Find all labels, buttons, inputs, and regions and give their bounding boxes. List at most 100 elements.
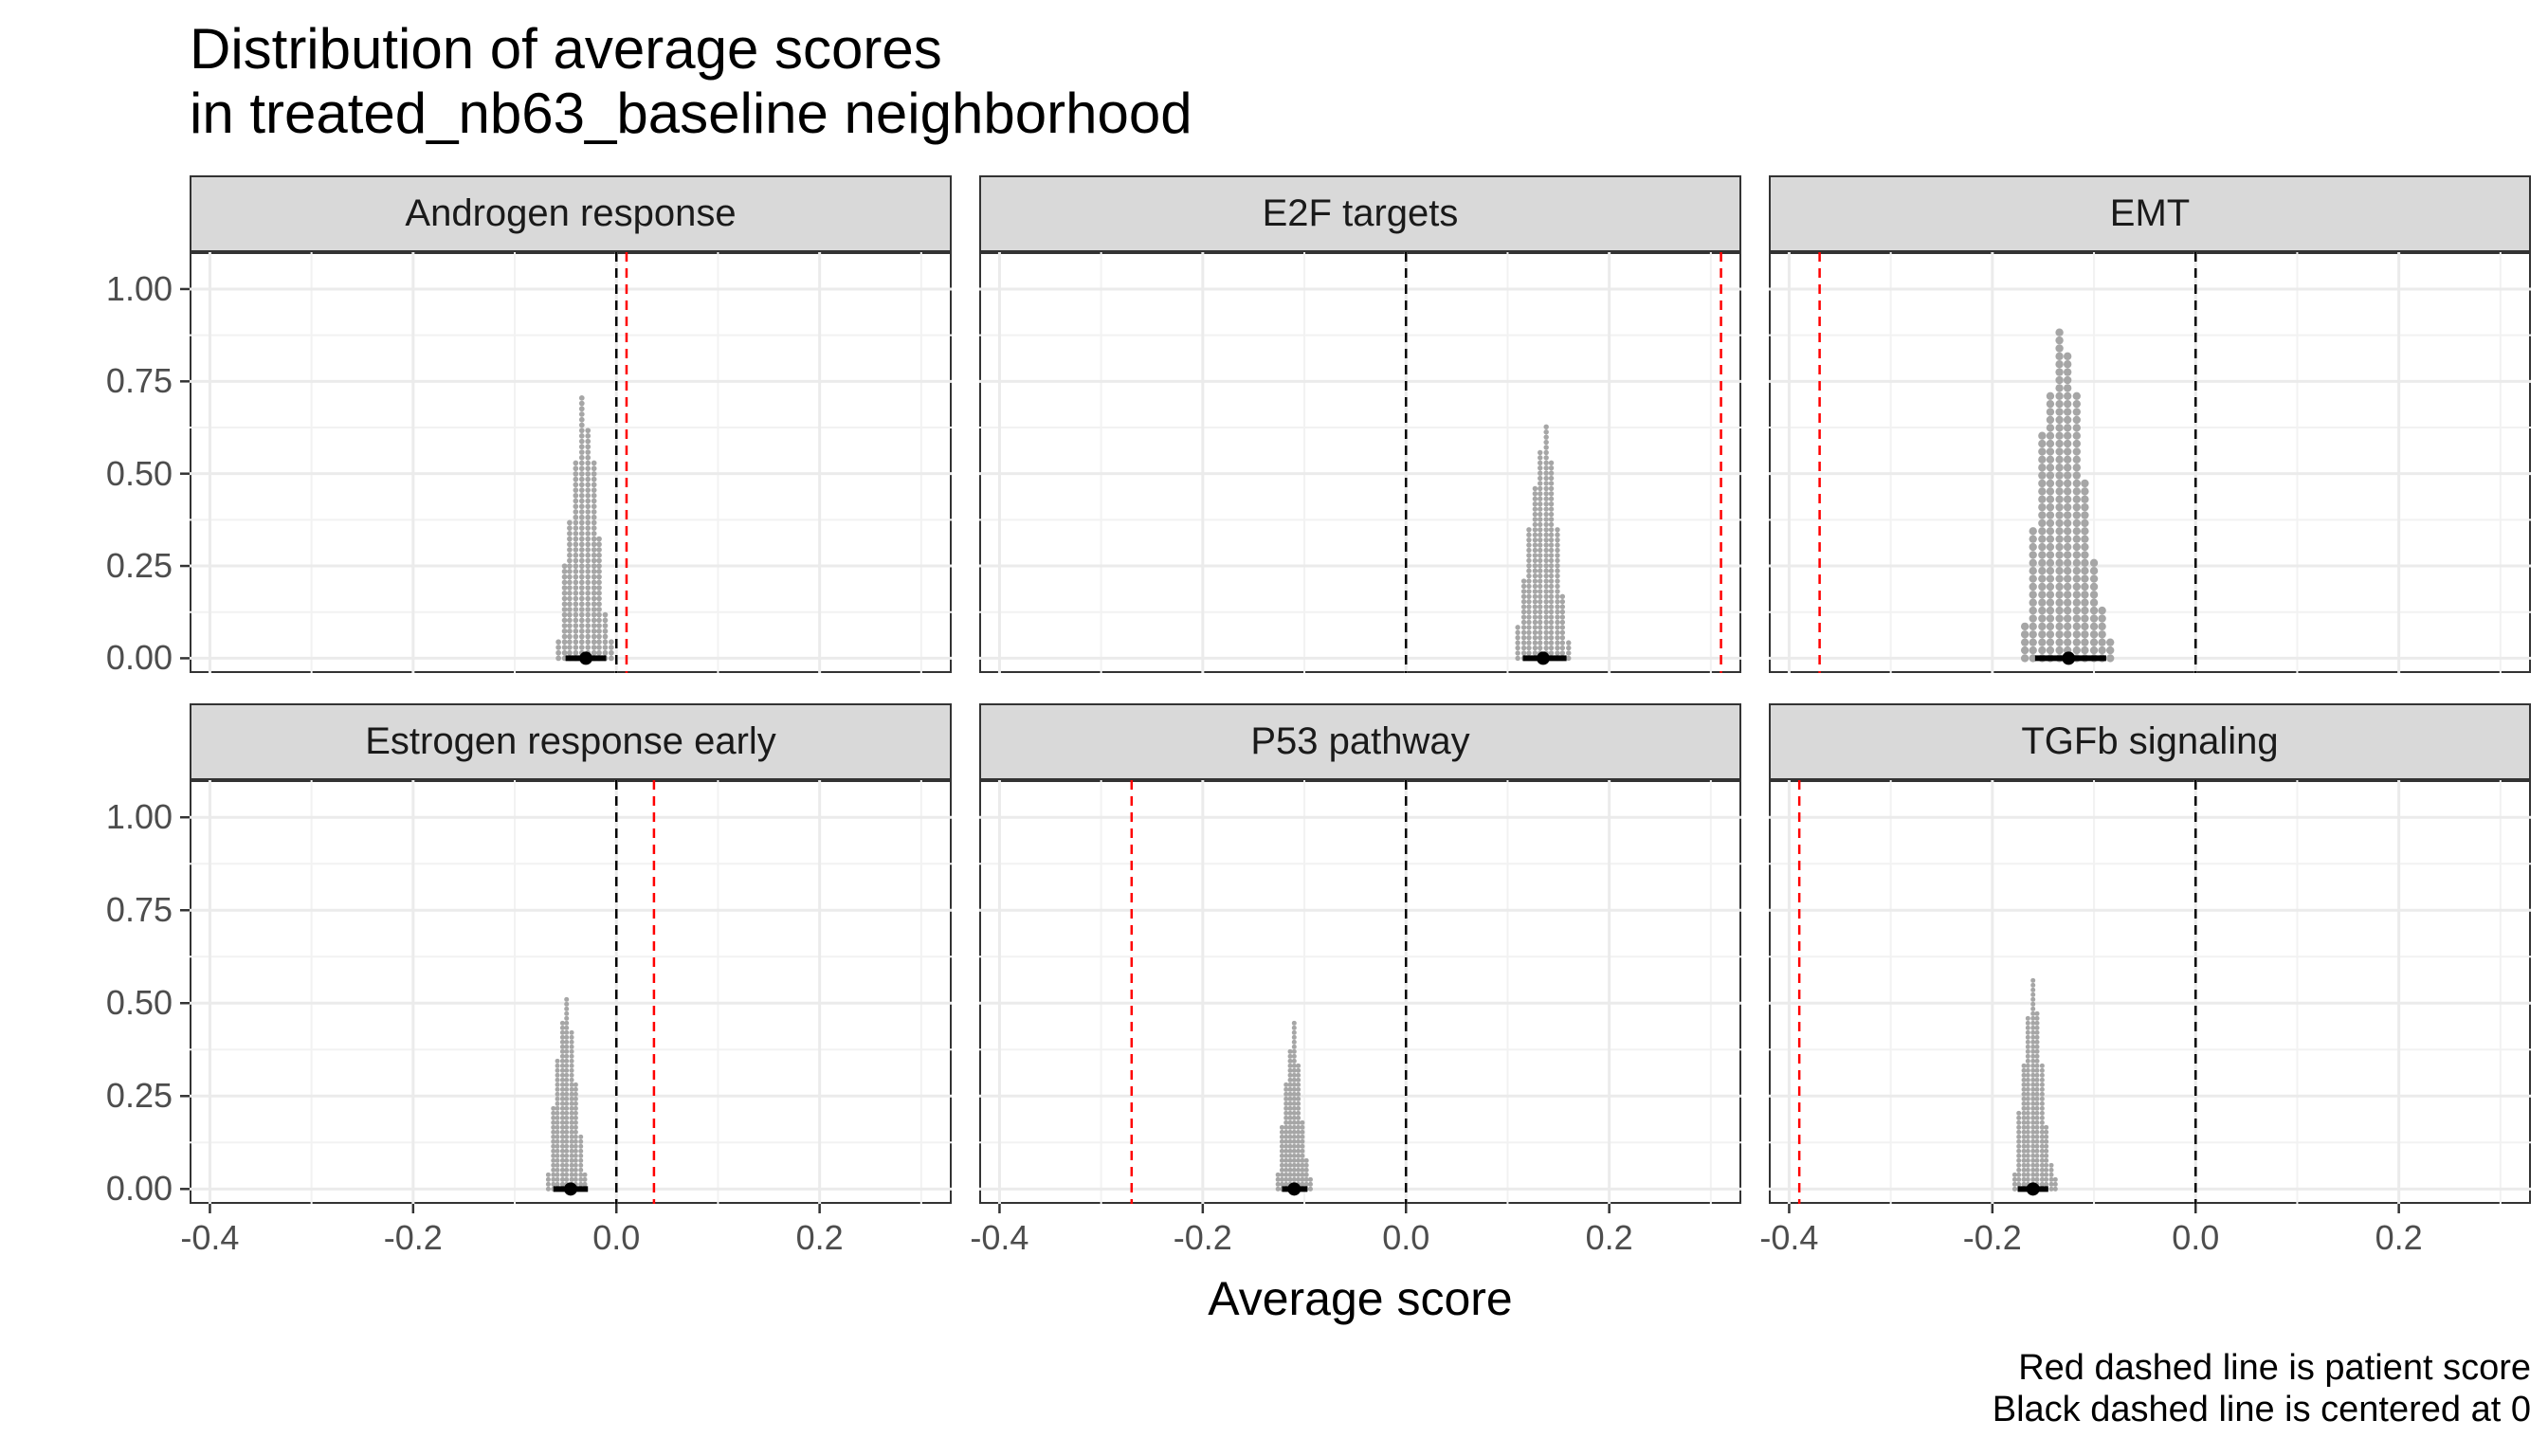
data-dot-estrogen-response-early <box>559 1105 565 1111</box>
data-dot-estrogen-response-early <box>555 1162 560 1168</box>
data-dot-estrogen-response-early <box>564 1110 570 1116</box>
data-dot-emt <box>2081 527 2089 536</box>
data-dot-estrogen-response-early <box>559 1176 565 1182</box>
data-dot-e2f-targets <box>1520 583 1527 590</box>
data-dot-androgen-response <box>585 628 592 634</box>
data-dot-androgen-response <box>573 617 579 624</box>
data-dot-tgfb-signaling <box>2039 1157 2045 1163</box>
data-dot-estrogen-response-early <box>569 1167 574 1173</box>
data-dot-androgen-response <box>596 590 602 596</box>
data-dot-e2f-targets <box>1548 500 1555 507</box>
data-dot-e2f-targets <box>1543 573 1549 579</box>
data-dot-emt <box>2029 646 2037 655</box>
data-dot-p53-pathway <box>1283 1138 1289 1144</box>
data-dot-p53-pathway <box>1279 1167 1284 1173</box>
data-dot-tgfb-signaling <box>2034 1101 2040 1106</box>
data-dot-tgfb-signaling <box>2034 1067 2040 1073</box>
data-dot-p53-pathway <box>1296 1086 1301 1092</box>
data-dot-e2f-targets <box>1520 650 1527 656</box>
data-dot-estrogen-response-early <box>564 1167 570 1173</box>
data-dot-emt <box>2063 638 2072 646</box>
data-dot-emt <box>2038 495 2047 503</box>
data-dot-androgen-response <box>578 639 585 646</box>
data-dot-estrogen-response-early <box>578 1138 584 1144</box>
data-dot-emt <box>2063 431 2072 440</box>
data-dot-estrogen-response-early <box>555 1134 560 1139</box>
data-dot-tgfb-signaling <box>2030 1086 2036 1092</box>
data-dot-emt <box>2089 638 2099 646</box>
data-dot-androgen-response <box>567 601 573 608</box>
data-dot-androgen-response <box>567 585 573 591</box>
data-dot-emt <box>2063 519 2072 528</box>
data-dot-tgfb-signaling <box>2039 1138 2045 1144</box>
data-dot-e2f-targets <box>1532 609 1538 615</box>
data-dot-emt <box>2046 551 2055 559</box>
data-dot-emt <box>2038 551 2047 559</box>
data-dot-emt <box>2055 384 2064 392</box>
data-dot-emt <box>2055 424 2064 432</box>
data-dot-estrogen-response-early <box>559 1072 565 1078</box>
data-dot-e2f-targets <box>1543 429 1549 435</box>
data-dot-p53-pathway <box>1279 1143 1284 1149</box>
x-tick-label: 0.2 <box>1585 1218 1633 1257</box>
data-dot-estrogen-response-early <box>564 1015 570 1021</box>
data-dot-p53-pathway <box>1296 1172 1301 1177</box>
data-dot-emt <box>2046 424 2055 432</box>
data-dot-estrogen-response-early <box>569 1039 574 1045</box>
data-dot-emt <box>2055 614 2064 623</box>
data-dot-androgen-response <box>585 645 592 650</box>
data-dot-emt <box>2072 408 2082 416</box>
data-dot-tgfb-signaling <box>2030 1101 2036 1106</box>
data-dot-estrogen-response-early <box>559 1077 565 1083</box>
data-dot-androgen-response <box>585 552 592 558</box>
data-dot-estrogen-response-early <box>564 1072 570 1078</box>
data-dot-p53-pathway <box>1291 1143 1297 1149</box>
data-dot-e2f-targets <box>1548 470 1555 476</box>
facet-panel-emt <box>1769 252 2531 673</box>
data-dot-p53-pathway <box>1283 1086 1289 1092</box>
data-dot-tgfb-signaling <box>2025 1034 2030 1040</box>
data-dot-emt <box>2038 622 2047 631</box>
data-dot-estrogen-response-early <box>551 1176 556 1182</box>
data-dot-emt <box>2063 408 2072 416</box>
data-dot-emt <box>2081 551 2089 559</box>
data-dot-p53-pathway <box>1291 1025 1297 1030</box>
data-dot-androgen-response <box>585 557 592 564</box>
data-dot-e2f-targets <box>1526 557 1532 564</box>
data-dot-tgfb-signaling <box>2034 1039 2040 1045</box>
data-dot-estrogen-response-early <box>564 1091 570 1097</box>
data-dot-emt <box>2055 471 2064 480</box>
data-dot-p53-pathway <box>1283 1176 1289 1182</box>
data-dot-e2f-targets <box>1538 629 1543 636</box>
data-dot-e2f-targets <box>1548 593 1555 600</box>
data-dot-p53-pathway <box>1300 1148 1305 1154</box>
data-dot-tgfb-signaling <box>2039 1072 2045 1078</box>
data-dot-emt <box>2081 630 2089 639</box>
data-dot-androgen-response <box>578 525 585 531</box>
data-dot-estrogen-response-early <box>555 1072 560 1078</box>
data-dot-androgen-response <box>609 645 614 650</box>
data-dot-estrogen-response-early <box>555 1082 560 1087</box>
data-dot-androgen-response <box>585 633 592 640</box>
data-dot-emt <box>2046 439 2055 448</box>
data-dot-e2f-targets <box>1555 563 1560 569</box>
data-dot-e2f-targets <box>1555 547 1560 554</box>
data-dot-androgen-response <box>596 579 602 586</box>
data-dot-p53-pathway <box>1291 1153 1297 1158</box>
data-dot-p53-pathway <box>1296 1067 1301 1073</box>
data-dot-estrogen-response-early <box>573 1138 578 1144</box>
data-dot-tgfb-signaling <box>2016 1157 2022 1163</box>
data-dot-tgfb-signaling <box>2025 1029 2030 1035</box>
data-dot-estrogen-response-early <box>569 1086 574 1092</box>
data-dot-tgfb-signaling <box>2011 1172 2017 1177</box>
data-dot-tgfb-signaling <box>2034 1034 2040 1040</box>
data-dot-e2f-targets <box>1520 599 1527 605</box>
data-dot-emt <box>2029 622 2037 631</box>
data-dot-emt <box>2029 591 2037 599</box>
data-dot-p53-pathway <box>1275 1176 1281 1182</box>
data-dot-androgen-response <box>591 595 597 602</box>
data-dot-emt <box>2055 431 2064 440</box>
data-dot-androgen-response <box>585 471 592 477</box>
data-dot-estrogen-response-early <box>564 1096 570 1101</box>
data-dot-p53-pathway <box>1291 1077 1297 1083</box>
